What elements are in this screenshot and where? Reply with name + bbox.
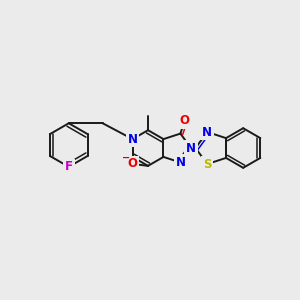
Text: N: N (202, 125, 212, 139)
Text: N: N (176, 156, 185, 169)
Text: O: O (180, 114, 190, 127)
Text: N: N (186, 142, 196, 154)
Text: S: S (203, 158, 212, 170)
Text: −: − (122, 153, 130, 163)
Text: N: N (128, 133, 138, 146)
Text: O: O (127, 158, 137, 170)
Text: F: F (65, 160, 73, 173)
